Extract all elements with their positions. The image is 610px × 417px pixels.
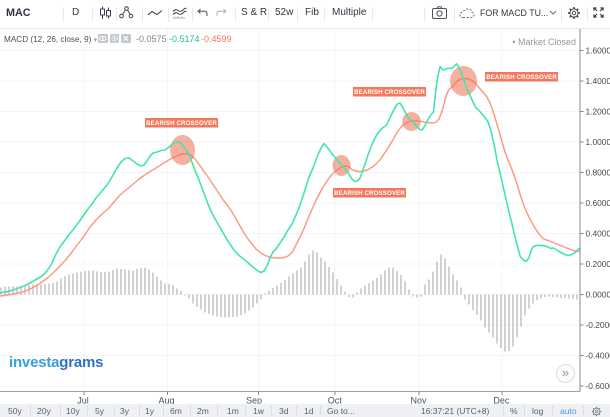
- svg-text:1.0000: 1.0000: [586, 137, 610, 147]
- svg-text:-0.4000: -0.4000: [586, 351, 610, 361]
- svg-text:Dec: Dec: [493, 396, 510, 406]
- svg-text:0.0000: 0.0000: [586, 290, 610, 300]
- svg-text:Aug: Aug: [158, 396, 174, 406]
- svg-text:0.8000: 0.8000: [586, 168, 610, 178]
- svg-text:Nov: Nov: [410, 396, 427, 406]
- svg-text:0.4000: 0.4000: [586, 229, 610, 239]
- svg-text:Oct: Oct: [328, 396, 343, 406]
- svg-text:BEARISH CROSSOVER: BEARISH CROSSOVER: [334, 190, 405, 197]
- svg-text:1.4000: 1.4000: [586, 76, 610, 86]
- svg-text:BEARISH CROSSOVER: BEARISH CROSSOVER: [146, 120, 217, 127]
- svg-text:0.2000: 0.2000: [586, 259, 610, 269]
- svg-text:1.2000: 1.2000: [586, 107, 610, 117]
- svg-text:Sep: Sep: [246, 396, 262, 406]
- svg-text:BEARISH CROSSOVER: BEARISH CROSSOVER: [354, 89, 425, 96]
- svg-text:1.6000: 1.6000: [586, 46, 610, 56]
- svg-text:-0.2000: -0.2000: [586, 320, 610, 330]
- svg-text:0.6000: 0.6000: [586, 198, 610, 208]
- svg-text:BEARISH CROSSOVER: BEARISH CROSSOVER: [486, 74, 557, 81]
- svg-text:-0.6000: -0.6000: [586, 381, 610, 391]
- svg-text:Jul: Jul: [77, 396, 89, 406]
